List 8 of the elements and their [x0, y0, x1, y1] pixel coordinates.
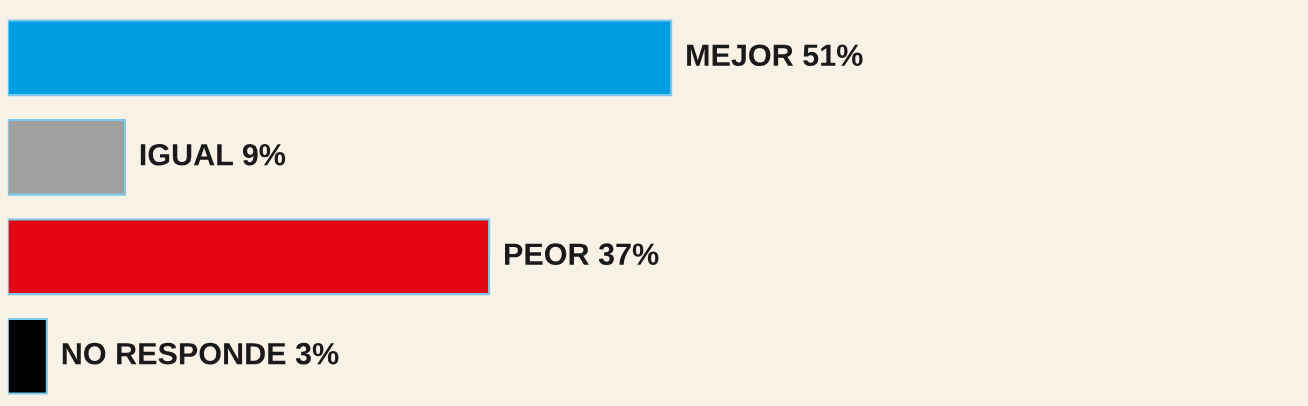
bar [7, 118, 126, 196]
bar [7, 218, 491, 296]
data-label: IGUAL 9% [140, 143, 286, 166]
bar [7, 19, 673, 97]
data-label: NO RESPONDE 3% [62, 342, 339, 365]
data-label: MEJOR 51% [687, 44, 863, 67]
data-label: PEOR 37% [505, 243, 659, 266]
bar [7, 317, 48, 395]
